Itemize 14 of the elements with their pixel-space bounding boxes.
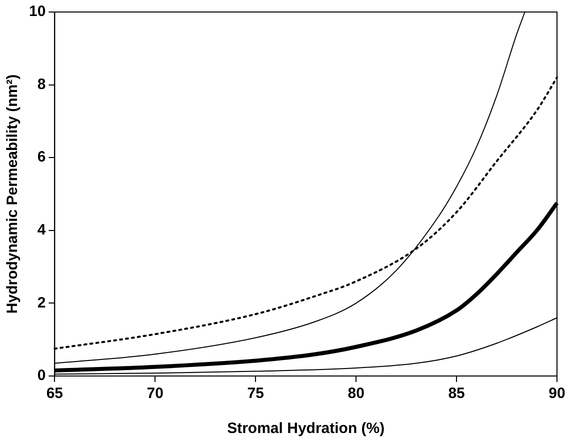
y-tick-label: 4 xyxy=(37,222,46,239)
y-tick-label: 10 xyxy=(28,3,46,20)
y-tick-label: 0 xyxy=(37,367,46,384)
x-tick-label: 70 xyxy=(146,385,164,402)
y-tick-label: 8 xyxy=(37,76,46,93)
x-tick-label: 65 xyxy=(46,385,64,402)
x-tick-label: 75 xyxy=(247,385,264,402)
y-tick-label: 2 xyxy=(37,294,46,312)
x-tick-label: 80 xyxy=(348,385,364,402)
x-tick-label: 90 xyxy=(548,385,566,402)
y-tick-label: 6 xyxy=(37,148,46,166)
x-axis-title: Stromal Hydration (%) xyxy=(227,420,385,438)
x-tick-label: 85 xyxy=(448,385,465,402)
y-axis-title: Hydrodynamic Permeability (nm²) xyxy=(4,74,22,314)
